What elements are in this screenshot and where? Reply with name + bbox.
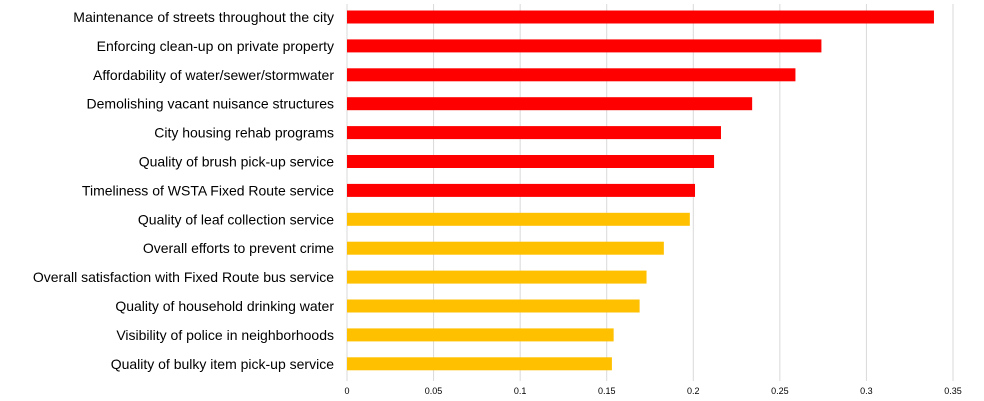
category-label: Quality of household drinking water — [115, 298, 334, 314]
bar — [347, 212, 690, 226]
category-label: Quality of bulky item pick-up service — [111, 356, 335, 372]
category-label: Overall satisfaction with Fixed Route bu… — [33, 269, 334, 285]
x-tick-label: 0.35 — [944, 386, 962, 396]
x-tick-label: 0.05 — [425, 386, 443, 396]
bar — [347, 68, 796, 82]
x-tick-label: 0.2 — [687, 386, 700, 396]
bar — [347, 270, 647, 284]
category-label: Timeliness of WSTA Fixed Route service — [82, 182, 334, 198]
category-label: Quality of brush pick-up service — [139, 154, 335, 170]
bar — [347, 241, 664, 255]
category-label: Enforcing clean-up on private property — [97, 38, 334, 54]
category-label: Overall efforts to prevent crime — [143, 240, 334, 256]
category-label: City housing rehab programs — [154, 125, 334, 141]
bar — [347, 39, 822, 53]
category-label: Affordability of water/sewer/stormwater — [93, 67, 334, 83]
bar — [347, 183, 696, 197]
bar — [347, 10, 934, 24]
category-label: Quality of leaf collection service — [138, 211, 334, 227]
x-tick-label: 0.15 — [598, 386, 616, 396]
x-tick-label: 0.25 — [771, 386, 789, 396]
x-axis-tick-labels: 0 0.05 0.1 0.15 0.2 0.25 0.3 0.35 — [344, 386, 961, 396]
bar — [347, 126, 721, 140]
x-tick-label: 0.1 — [514, 386, 527, 396]
bars — [347, 10, 934, 371]
bar — [347, 328, 614, 342]
bar — [347, 155, 715, 168]
x-tick-label: 0 — [344, 386, 349, 396]
category-label: Visibility of police in neighborhoods — [116, 327, 334, 343]
bar — [347, 97, 753, 111]
category-labels: Maintenance of streets throughout the ci… — [33, 9, 334, 372]
bar — [347, 299, 640, 313]
category-label: Maintenance of streets throughout the ci… — [73, 9, 334, 25]
bar — [347, 357, 612, 371]
category-label: Demolishing vacant nuisance structures — [87, 96, 334, 112]
x-tick-label: 0.3 — [860, 386, 873, 396]
